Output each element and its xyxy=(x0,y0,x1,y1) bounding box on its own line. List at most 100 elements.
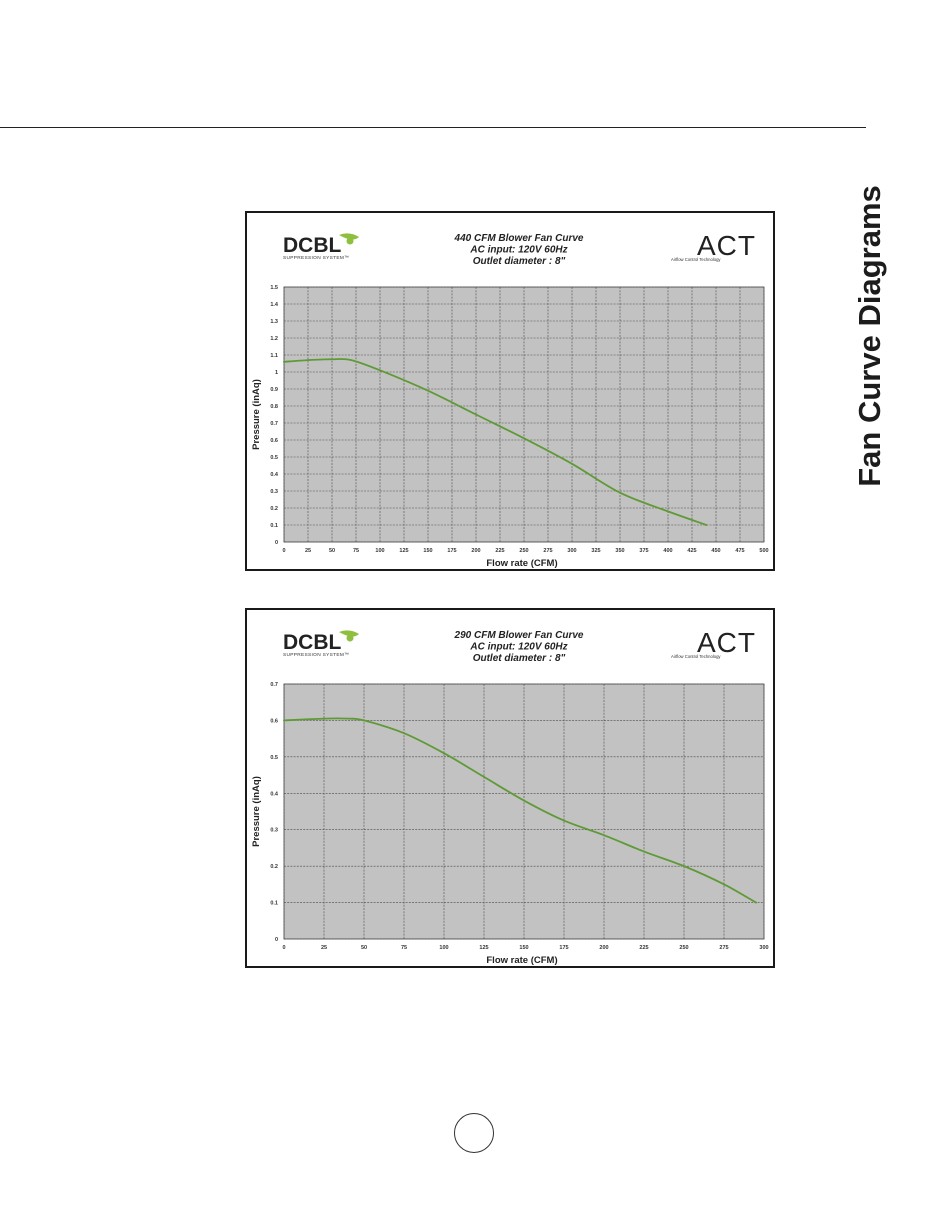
chart-title-line: Outlet diameter : 8" xyxy=(473,653,566,664)
chart-title-line: 290 CFM Blower Fan Curve xyxy=(454,630,584,641)
chart-title-line: AC input: 120V 60Hz xyxy=(469,642,567,653)
y-tick-label: 0.5 xyxy=(270,455,278,461)
data-point xyxy=(683,865,685,868)
x-tick-label: 250 xyxy=(519,548,528,554)
x-tick-label: 150 xyxy=(519,945,528,951)
side-section-title: Fan Curve Diagrams xyxy=(852,185,887,487)
y-tick-label: 1 xyxy=(275,370,278,376)
data-point xyxy=(603,834,605,837)
data-point xyxy=(363,719,365,722)
x-tick-label: 200 xyxy=(471,548,480,554)
fan-curve-series-line xyxy=(283,717,757,904)
y-tick-label: 0.7 xyxy=(270,421,278,427)
data-point xyxy=(643,850,645,853)
data-point xyxy=(379,369,381,372)
data-point xyxy=(443,752,445,755)
data-point xyxy=(723,883,725,886)
y-tick-label: 0 xyxy=(275,540,278,546)
data-point xyxy=(347,717,349,720)
x-tick-label: 75 xyxy=(353,548,359,554)
y-tick-label: 0.9 xyxy=(270,387,278,393)
y-tick-label: 1.2 xyxy=(270,336,278,342)
data-point xyxy=(523,437,525,440)
x-tick-label: 175 xyxy=(447,548,456,554)
data-point xyxy=(283,360,285,363)
chart-frame-440: DCBL SUPPRESSION SYSTEM™ ACT Airflow Contro… xyxy=(245,211,775,571)
x-tick-label: 275 xyxy=(543,548,552,554)
y-tick-label: 0.7 xyxy=(270,682,278,688)
fan-curve-series-line xyxy=(283,358,708,526)
y-tick-label: 0 xyxy=(275,937,278,943)
x-tick-label: 0 xyxy=(282,548,285,554)
data-point xyxy=(331,358,333,361)
y-tick-label: 0.3 xyxy=(270,489,278,495)
y-tick-label: 1.1 xyxy=(270,353,278,359)
data-point xyxy=(705,524,708,526)
x-tick-label: 275 xyxy=(719,945,728,951)
x-tick-label: 100 xyxy=(375,548,384,554)
x-tick-label: 300 xyxy=(567,548,576,554)
y-tick-label: 0.4 xyxy=(270,472,279,478)
x-tick-label: 400 xyxy=(663,548,672,554)
act-logo-subtext: Airflow Control Technology xyxy=(671,654,721,659)
x-tick-label: 225 xyxy=(495,548,504,554)
data-point xyxy=(571,462,573,465)
plot-area xyxy=(283,683,765,940)
x-tick-label: 50 xyxy=(361,945,367,951)
x-tick-label: 450 xyxy=(711,548,720,554)
x-tick-label: 375 xyxy=(639,548,648,554)
y-tick-label: 1.4 xyxy=(270,302,279,308)
act-logo-text: ACT xyxy=(697,230,756,261)
plot-area xyxy=(283,286,765,543)
y-tick-label: 0.3 xyxy=(270,828,278,834)
logo-dot-icon xyxy=(346,634,354,642)
x-tick-label: 50 xyxy=(329,548,335,554)
x-tick-label: 500 xyxy=(759,548,768,554)
y-tick-label: 0.1 xyxy=(270,523,278,529)
dcbl-logo-text: DCBL xyxy=(283,234,341,257)
data-point xyxy=(323,717,325,720)
dcbl-logo-subtext: SUPPRESSION SYSTEM™ xyxy=(283,255,349,261)
x-tick-label: 300 xyxy=(759,945,768,951)
data-point xyxy=(427,389,429,392)
leaf-icon xyxy=(339,630,359,637)
y-tick-label: 0.5 xyxy=(270,755,278,761)
x-tick-label: 475 xyxy=(735,548,744,554)
y-tick-label: 0.1 xyxy=(270,901,278,907)
data-point xyxy=(523,799,525,802)
act-logo-text: ACT xyxy=(697,627,756,658)
y-tick-label: 0.8 xyxy=(270,404,278,410)
data-point xyxy=(307,359,309,361)
data-point xyxy=(403,732,405,735)
x-tick-label: 150 xyxy=(423,548,432,554)
chart-title-line: 440 CFM Blower Fan Curve xyxy=(454,233,584,244)
y-axis-label: Pressure (inAq) xyxy=(251,776,262,847)
x-tick-label: 25 xyxy=(305,548,311,554)
dcbl-logo-subtext: SUPPRESSION SYSTEM™ xyxy=(283,652,349,658)
x-tick-label: 25 xyxy=(321,945,327,951)
x-axis-label: Flow rate (CFM) xyxy=(486,955,557,965)
data-point xyxy=(350,359,353,361)
x-tick-label: 325 xyxy=(591,548,600,554)
data-point xyxy=(619,491,621,494)
x-tick-label: 200 xyxy=(599,945,608,951)
leaf-icon xyxy=(339,233,359,240)
x-tick-label: 175 xyxy=(559,945,568,951)
y-tick-label: 0.2 xyxy=(270,506,278,512)
act-logo-subtext: Airflow Control Technology xyxy=(671,257,721,262)
x-axis-label: Flow rate (CFM) xyxy=(486,558,557,568)
x-tick-label: 100 xyxy=(439,945,448,951)
y-tick-label: 0.2 xyxy=(270,864,278,870)
x-tick-label: 75 xyxy=(401,945,407,951)
dcbl-logo-text: DCBL xyxy=(283,631,341,654)
chart-frame-290: DCBL SUPPRESSION SYSTEM™ ACT Airflow Contro… xyxy=(245,608,775,968)
data-point xyxy=(563,819,565,822)
logo-dot-icon xyxy=(346,237,354,245)
